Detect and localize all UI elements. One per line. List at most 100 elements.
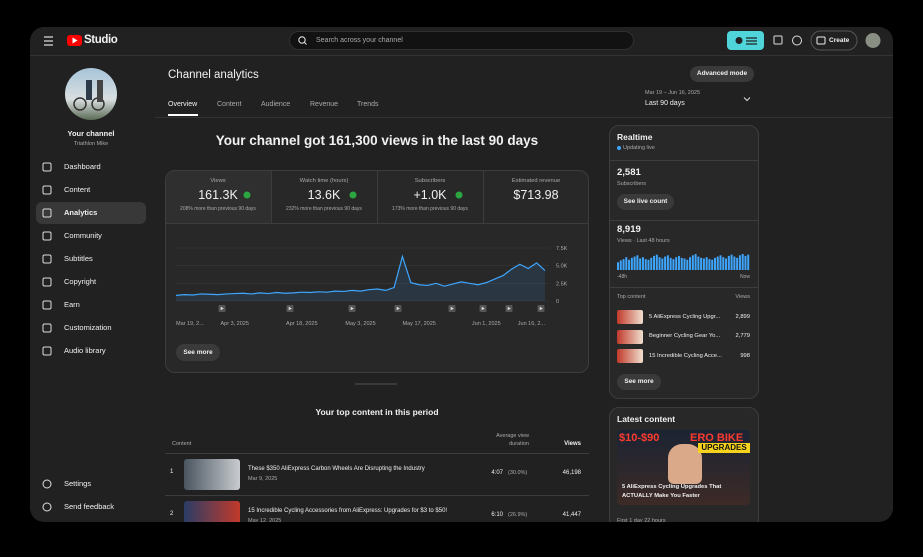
metric-value: 13.6K [307, 188, 341, 202]
search-icon [298, 36, 306, 44]
nav-item[interactable]: Community [64, 231, 102, 240]
tab[interactable]: Revenue [310, 101, 339, 108]
period[interactable]: Last 90 days [645, 100, 685, 107]
nav-item[interactable]: Earn [64, 300, 80, 309]
create-button[interactable] [810, 30, 858, 51]
bar [722, 257, 725, 270]
bar [702, 258, 705, 270]
item-title[interactable]: 5 AliExpress Cycling Upgr... [649, 313, 721, 320]
see-live-count[interactable]: See live count [617, 194, 674, 210]
up-icon [243, 191, 251, 199]
item-thumbnail[interactable] [617, 329, 643, 344]
video-date: May 12, 2025 [248, 518, 282, 522]
views-column: Views [735, 294, 750, 300]
metric-label: Subscribers [414, 178, 446, 184]
up-icon [349, 191, 357, 199]
nav-icon [42, 300, 52, 310]
chevron[interactable] [743, 97, 751, 102]
tab-underline [168, 114, 198, 116]
x-tick-label: Jun 16, 2... [518, 321, 546, 327]
bar [705, 257, 708, 270]
menu-icon[interactable] [44, 36, 53, 46]
bar [689, 257, 692, 270]
subscribers: 2,581 [617, 167, 641, 178]
nav-item[interactable]: Customization [64, 323, 112, 332]
bar [628, 259, 631, 270]
thumb-line: ERO BIKE [690, 432, 744, 444]
avatar[interactable] [865, 33, 881, 48]
search-placeholder: Search across your channel [316, 37, 403, 44]
bar [617, 262, 619, 270]
nav-icon [42, 231, 52, 241]
item-views: 2,899 [735, 313, 750, 320]
nav-item[interactable]: Settings [64, 479, 92, 488]
item-title[interactable]: Beginner Cycling Gear Yo... [649, 333, 721, 339]
rank: 1 [170, 469, 174, 475]
video-title[interactable]: These $350 AliExpress Carbon Wheels Are … [248, 466, 425, 472]
duration: 6:10 [491, 512, 503, 518]
nav-icon [42, 346, 52, 356]
tab[interactable]: Audience [261, 101, 291, 108]
bar [647, 259, 650, 270]
percent: (30.0%) [508, 470, 528, 476]
bar [636, 255, 639, 270]
nav-item[interactable]: Dashboard [64, 162, 101, 171]
nav-item[interactable]: Send feedback [64, 502, 115, 511]
search-box[interactable] [289, 31, 634, 50]
item-thumbnail[interactable] [617, 349, 643, 363]
item-views: 2,779 [735, 333, 750, 339]
item-views: 998 [740, 352, 750, 359]
tab[interactable]: Trends [357, 101, 379, 108]
teal-button[interactable] [727, 31, 764, 50]
views-line [175, 254, 546, 296]
logo-text: Studio [84, 34, 118, 46]
nav-item[interactable]: Audio library [64, 346, 106, 355]
feedback-icon[interactable] [773, 35, 783, 45]
nav-icon [42, 254, 52, 264]
advanced-mode[interactable]: Advanced mode [690, 66, 754, 82]
nav-icon [42, 185, 52, 195]
bar [630, 257, 633, 270]
thumbnail[interactable] [184, 459, 240, 490]
bar [655, 254, 658, 270]
bar [697, 256, 700, 270]
nav-highlight [36, 202, 146, 224]
tab[interactable]: Content [217, 101, 242, 108]
video-date: Mar 9, 2025 [248, 476, 278, 482]
bar-end: Now [739, 274, 750, 280]
row-views: 46,198 [562, 470, 581, 476]
live-status: Updating live [623, 145, 655, 151]
col-views: Views [564, 441, 581, 447]
bar [738, 255, 741, 270]
nav-item[interactable]: Copyright [64, 277, 97, 286]
nav-item[interactable]: Analytics [64, 208, 98, 217]
page-title: Channel analytics [168, 69, 259, 81]
realtime-see-more[interactable]: See more [617, 374, 661, 390]
thumbnail[interactable] [184, 501, 240, 522]
bar [694, 254, 697, 270]
nav-item[interactable]: Subtitles [64, 254, 93, 263]
help-icon[interactable] [792, 35, 802, 46]
tab[interactable]: Overview [168, 101, 198, 108]
channel-name: Triathlon Mike [73, 141, 109, 147]
thumb-banner: UPGRADES [698, 443, 750, 453]
metric-label: Views [210, 178, 226, 184]
nav-icon [42, 277, 52, 287]
nav-item[interactable]: Content [64, 185, 91, 194]
bar [747, 254, 750, 270]
nav-icon [42, 479, 52, 489]
latest-title: Latest content [617, 414, 676, 424]
channel-label: Your channel [67, 129, 115, 138]
x-tick-label: May 17, 2025 [403, 321, 436, 327]
nav-icon [42, 323, 52, 333]
studio-window: Studio Search across your channel Create Y… [30, 27, 893, 522]
item-title[interactable]: 15 Incredible Cycling Acce... [649, 352, 722, 359]
item-thumbnail[interactable] [617, 310, 643, 324]
video-marker-play [220, 306, 224, 311]
bar [686, 259, 689, 270]
see-more[interactable]: See more [176, 344, 220, 361]
video-title[interactable]: 15 Incredible Cycling Accessories from A… [248, 508, 448, 514]
bar [736, 257, 739, 270]
thumb-face [668, 444, 702, 484]
